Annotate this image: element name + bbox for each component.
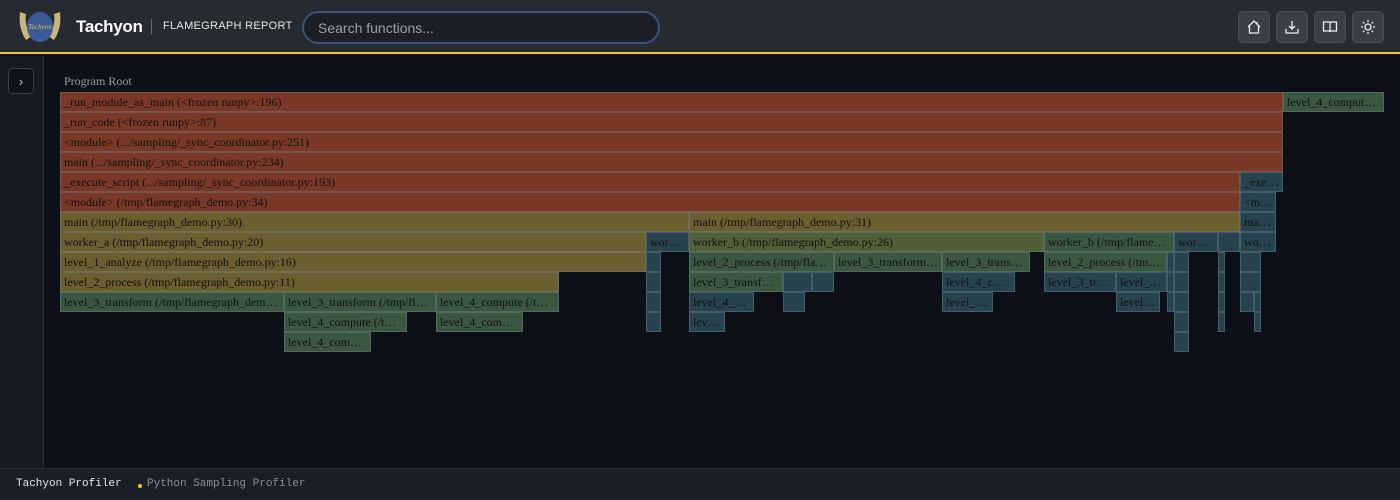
flame-frame[interactable] <box>1218 292 1225 312</box>
flame-frame[interactable]: level_2_process (/tm… <box>1044 252 1167 272</box>
flame-frame[interactable]: <module> (/tmp/flamegraph_demo.py:34) <box>60 192 1240 212</box>
theme-toggle-button[interactable] <box>1352 11 1384 43</box>
flame-frame[interactable] <box>783 272 812 292</box>
flame-frame[interactable] <box>1218 312 1225 332</box>
download-icon <box>1285 21 1299 34</box>
book-icon <box>1322 21 1338 33</box>
flame-frame[interactable]: level_1_analyze (/tmp/flamegraph_demo.py… <box>60 252 646 272</box>
flame-frame[interactable]: worker_a (/tmp/flamegraph_demo.py:20) <box>60 232 646 252</box>
flame-frame[interactable] <box>1240 252 1261 272</box>
flame-frame[interactable]: level_4_comput… <box>1283 92 1384 112</box>
flame-frame[interactable] <box>1254 292 1261 312</box>
flame-frame[interactable] <box>1240 292 1254 312</box>
status-dot <box>138 484 142 488</box>
flame-frame[interactable]: level_2_process (/tmp/flamegraph_demo.py… <box>60 272 559 292</box>
flame-frame[interactable] <box>1254 312 1261 332</box>
flame-frame[interactable]: main (.../sampling/_sync_coordinator.py:… <box>60 152 1283 172</box>
header: Tachyon Tachyon FLAMEGRAPH REPORT <box>0 0 1400 54</box>
home-icon <box>1247 20 1261 34</box>
flame-frame[interactable]: level_4_… <box>689 292 754 312</box>
flame-frame[interactable] <box>1218 272 1225 292</box>
sidebar: › <box>0 56 44 468</box>
sun-icon <box>1361 20 1375 34</box>
flame-frame[interactable]: level_3_trans… <box>942 252 1030 272</box>
flame-frame[interactable]: level_4_c… <box>942 272 1015 292</box>
flame-frame[interactable] <box>1174 312 1189 332</box>
home-button[interactable] <box>1238 11 1270 43</box>
flame-frame[interactable] <box>1174 272 1189 292</box>
flame-frame[interactable]: main (/tmp/flamegraph_demo.py:30) <box>60 212 689 232</box>
flame-frame[interactable] <box>1174 252 1189 272</box>
flame-frame[interactable] <box>646 292 661 312</box>
flame-frame[interactable]: level_… <box>1116 272 1167 292</box>
flame-frame[interactable]: lev… <box>689 312 725 332</box>
flame-frame[interactable]: level_4_com… <box>284 332 371 352</box>
flame-frame[interactable]: worker_b (/tmp/flame… <box>1044 232 1174 252</box>
chevron-right-icon: › <box>18 73 24 89</box>
search-input[interactable] <box>302 11 660 44</box>
flame-frame[interactable]: wo… <box>1240 232 1276 252</box>
flame-frame[interactable] <box>812 272 834 292</box>
flame-frame[interactable]: level_4_compute (/t… <box>284 312 407 332</box>
flame-frame[interactable]: level_4_com… <box>436 312 523 332</box>
flame-frame[interactable]: _execute_script (.../sampling/_sync_coor… <box>60 172 1240 192</box>
download-button[interactable] <box>1276 11 1308 43</box>
flame-frame[interactable]: level_3_tr… <box>1044 272 1116 292</box>
flame-frame[interactable]: level_4_compute (/t… <box>436 292 559 312</box>
flame-frame[interactable]: level… <box>1116 292 1160 312</box>
docs-button[interactable] <box>1314 11 1346 43</box>
sidebar-toggle-button[interactable]: › <box>8 68 34 94</box>
svg-text:Tachyon: Tachyon <box>28 23 52 31</box>
flame-frame[interactable]: wor… <box>646 232 689 252</box>
flame-frame[interactable] <box>1174 332 1189 352</box>
flame-frame[interactable] <box>1174 292 1189 312</box>
app-brand: Tachyon <box>76 17 143 36</box>
flame-frame[interactable]: ma… <box>1240 212 1276 232</box>
flame-frame[interactable]: level_3_transf… <box>689 272 783 292</box>
flame-frame[interactable]: main (/tmp/flamegraph_demo.py:31) <box>689 212 1240 232</box>
flame-frame[interactable] <box>783 292 805 312</box>
flame-frame[interactable]: level_2_process (/tmp/fla… <box>689 252 834 272</box>
flame-frame[interactable] <box>1240 272 1261 292</box>
flame-frame[interactable] <box>1167 252 1174 272</box>
flame-frame[interactable] <box>646 312 661 332</box>
footer-app-name: Tachyon Profiler <box>16 478 122 490</box>
flame-frame[interactable]: wor… <box>1174 232 1218 252</box>
flame-frame[interactable] <box>1218 232 1240 252</box>
flame-frame[interactable] <box>1167 272 1174 292</box>
flame-frame[interactable] <box>646 252 661 272</box>
flame-frame[interactable]: level_… <box>942 292 993 312</box>
flame-frame[interactable]: level_3_transform (/tmp/fl… <box>284 292 436 312</box>
flame-frame[interactable] <box>1218 252 1225 272</box>
report-title: FLAMEGRAPH REPORT <box>163 20 293 32</box>
flame-frame[interactable]: level_3_transform (/tmp/flamegraph_dem… <box>60 292 284 312</box>
flame-frame[interactable]: _run_module_as_main (<frozen runpy>:196) <box>60 92 1283 112</box>
flame-frame[interactable] <box>1167 292 1174 312</box>
divider <box>151 19 152 35</box>
flame-frame[interactable]: level_3_transform… <box>834 252 942 272</box>
program-root-label: Program Root <box>64 74 132 88</box>
flame-frame[interactable]: <module> (.../sampling/_sync_coordinator… <box>60 132 1283 152</box>
footer-tagline: Python Sampling Profiler <box>147 478 306 490</box>
footer: Tachyon Profiler Python Sampling Profile… <box>0 468 1400 500</box>
flame-frame[interactable]: _exe… <box>1240 172 1283 192</box>
flame-frame[interactable]: worker_b (/tmp/flamegraph_demo.py:26) <box>689 232 1044 252</box>
tachyon-logo: Tachyon <box>19 12 61 42</box>
flame-frame[interactable]: _run_code (<frozen runpy>:87) <box>60 112 1283 132</box>
flame-frame[interactable]: <m… <box>1240 192 1276 212</box>
flame-frame[interactable] <box>646 272 661 292</box>
